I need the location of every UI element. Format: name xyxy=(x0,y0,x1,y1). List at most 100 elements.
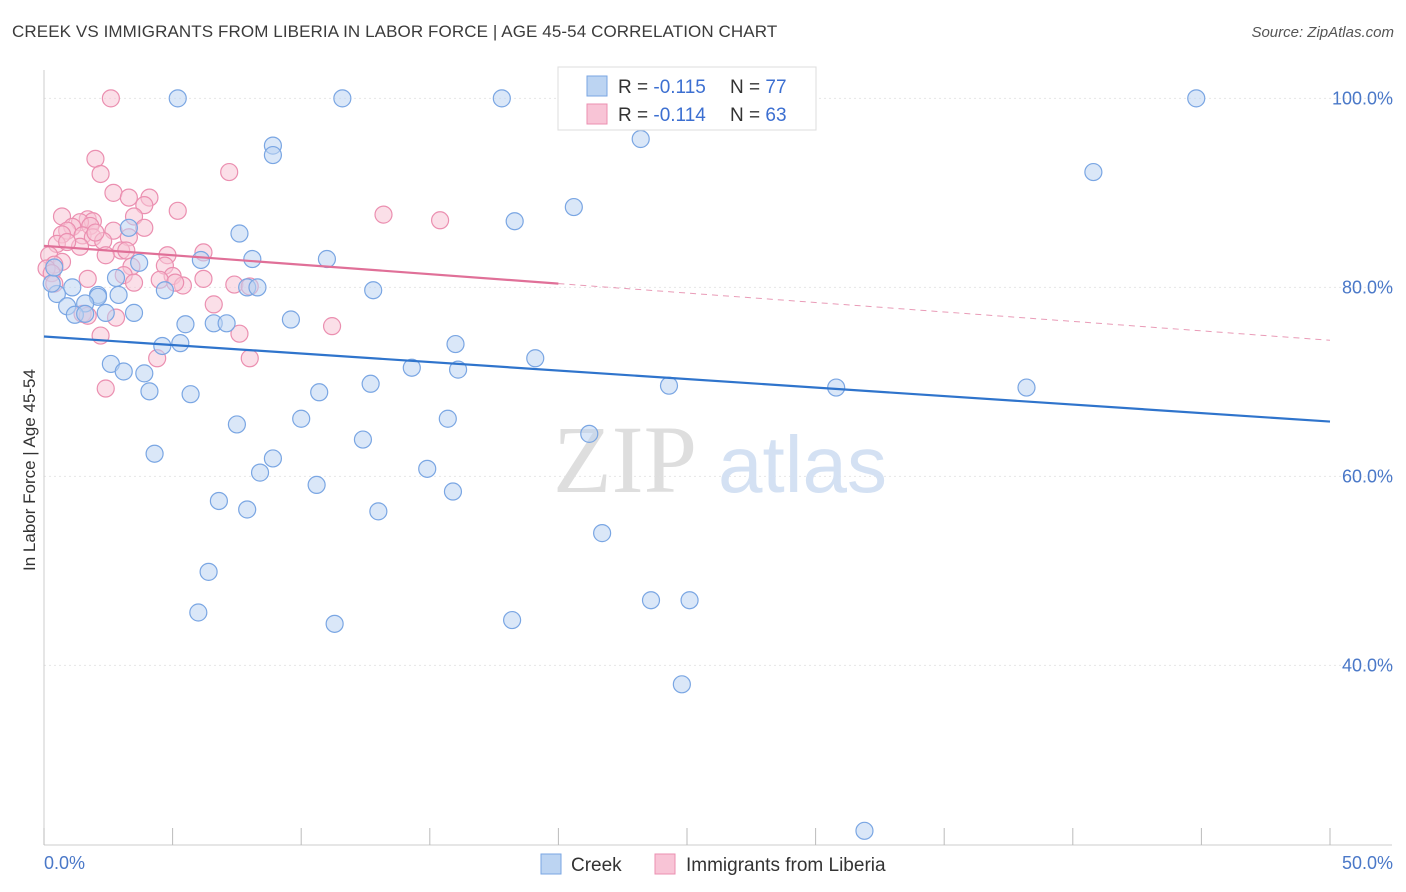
creek-point-60 xyxy=(443,482,463,501)
liberia-point-5 xyxy=(119,188,138,207)
axes xyxy=(43,70,1392,846)
y-tick-label-40: 40.0% xyxy=(1342,655,1393,675)
liberia-trend-line xyxy=(43,244,559,285)
creek-point-74 xyxy=(45,258,64,277)
liberia-point-2 xyxy=(91,164,110,184)
liberia-point-7 xyxy=(135,196,154,215)
legend-n-label-liberia: N = xyxy=(730,105,765,126)
liberia-point-57 xyxy=(96,379,115,398)
legend-n-label-creek: N = xyxy=(730,77,765,98)
chart-title: CREEK VS IMMIGRANTS FROM LIBERIA IN LABO… xyxy=(12,22,778,41)
source-label: Source: ZipAtlas.com xyxy=(1251,24,1394,41)
liberia-point-48 xyxy=(204,295,223,314)
creek-point-5 xyxy=(263,145,283,165)
creek-point-46 xyxy=(361,374,380,393)
creek-point-59 xyxy=(307,475,326,495)
legend-swatch-creek xyxy=(586,75,608,97)
creek-point-61 xyxy=(209,491,228,511)
liberia-point-9 xyxy=(374,205,393,224)
creek-point-14 xyxy=(191,250,210,270)
creek-point-55 xyxy=(145,444,164,463)
legend-swatch-liberia xyxy=(586,103,608,125)
liberia-point-4 xyxy=(104,183,123,202)
svg-text:N = 77: N = 77 xyxy=(730,77,787,98)
creek-point-38 xyxy=(448,360,468,379)
liberia-point-60 xyxy=(86,223,105,242)
creek-point-1 xyxy=(333,89,352,108)
creek-point-29 xyxy=(96,303,115,322)
creek-point-23 xyxy=(248,278,267,297)
creek-point-76 xyxy=(109,285,128,305)
creek-point-2 xyxy=(492,89,511,108)
creek-point-0 xyxy=(168,89,187,108)
creek-point-8 xyxy=(564,197,583,217)
legend-r-value-creek: -0.115 xyxy=(653,77,705,98)
creek-point-58 xyxy=(418,459,437,478)
creek-point-7 xyxy=(1084,162,1103,182)
creek-point-71 xyxy=(672,675,691,694)
creek-point-24 xyxy=(364,281,383,300)
creek-point-49 xyxy=(1017,378,1036,397)
legend-n-value-liberia: 63 xyxy=(765,105,786,126)
x-tick-label-min: 0.0% xyxy=(44,853,85,873)
stats-legend: R = -0.115 N = 77 R = -0.114 N = 63 xyxy=(557,66,817,131)
legend-r-label-creek: R = xyxy=(618,77,653,98)
svg-text:R = -0.115: R = -0.115 xyxy=(618,77,706,98)
creek-point-65 xyxy=(199,562,218,581)
creek-point-27 xyxy=(124,303,144,322)
creek-point-11 xyxy=(119,218,138,237)
creek-point-64 xyxy=(593,524,612,543)
creek-point-16 xyxy=(106,268,126,288)
series-legend: Creek Immigrants from Liberia xyxy=(540,853,886,876)
liberia-point-10 xyxy=(430,211,450,230)
creek-point-68 xyxy=(189,603,208,622)
x-tick-label-max: 50.0% xyxy=(1342,853,1393,873)
y-tick-label-80: 80.0% xyxy=(1342,277,1393,297)
creek-point-69 xyxy=(325,614,344,633)
liberia-point-61 xyxy=(124,273,144,292)
creek-point-21 xyxy=(155,281,174,300)
creek-point-39 xyxy=(402,358,421,377)
bottom-legend-swatch-creek xyxy=(540,853,562,875)
creek-point-3 xyxy=(1187,89,1206,108)
liberia-trend-extension xyxy=(558,283,1331,341)
creek-point-45 xyxy=(310,383,329,402)
svg-text:R = -0.114: R = -0.114 xyxy=(618,105,706,126)
liberia-point-56 xyxy=(240,349,259,368)
liberia-point-8 xyxy=(168,201,187,220)
creek-point-31 xyxy=(176,315,195,334)
creek-point-36 xyxy=(446,334,465,354)
liberia-point-53 xyxy=(230,324,249,343)
creek-point-42 xyxy=(135,364,154,383)
creek-point-63 xyxy=(369,502,388,521)
creek-point-56 xyxy=(263,449,283,468)
creek-point-70 xyxy=(503,610,522,630)
liberia-point-52 xyxy=(322,317,342,336)
liberia-point-41 xyxy=(78,269,97,288)
creek-point-30 xyxy=(281,310,301,329)
liberia-point-58 xyxy=(194,269,213,288)
svg-text:N = 63: N = 63 xyxy=(730,105,787,126)
creek-point-66 xyxy=(641,591,661,610)
creek-point-34 xyxy=(171,334,190,353)
tick-labels: 40.0% 60.0% 80.0% 100.0% 0.0% 50.0% xyxy=(44,88,1393,873)
creek-point-33 xyxy=(217,314,236,333)
creek-point-43 xyxy=(140,382,159,401)
legend-n-value-creek: 77 xyxy=(765,77,786,98)
creek-point-9 xyxy=(505,212,524,231)
creek-point-10 xyxy=(230,224,249,243)
creek-point-6 xyxy=(631,129,650,149)
bottom-legend-label-creek: Creek xyxy=(571,855,622,876)
liberia-point-0 xyxy=(101,89,120,108)
liberia-point-1 xyxy=(86,149,105,168)
bottom-legend-swatch-liberia xyxy=(654,853,676,875)
creek-point-41 xyxy=(114,362,133,381)
creek-point-62 xyxy=(238,500,257,519)
creek-point-35 xyxy=(153,336,172,356)
y-axis-label: In Labor Force | Age 45-54 xyxy=(20,369,39,571)
creek-point-12 xyxy=(317,249,337,269)
liberia-point-19 xyxy=(135,218,154,237)
creek-point-54 xyxy=(580,424,599,443)
creek-point-17 xyxy=(63,278,82,297)
